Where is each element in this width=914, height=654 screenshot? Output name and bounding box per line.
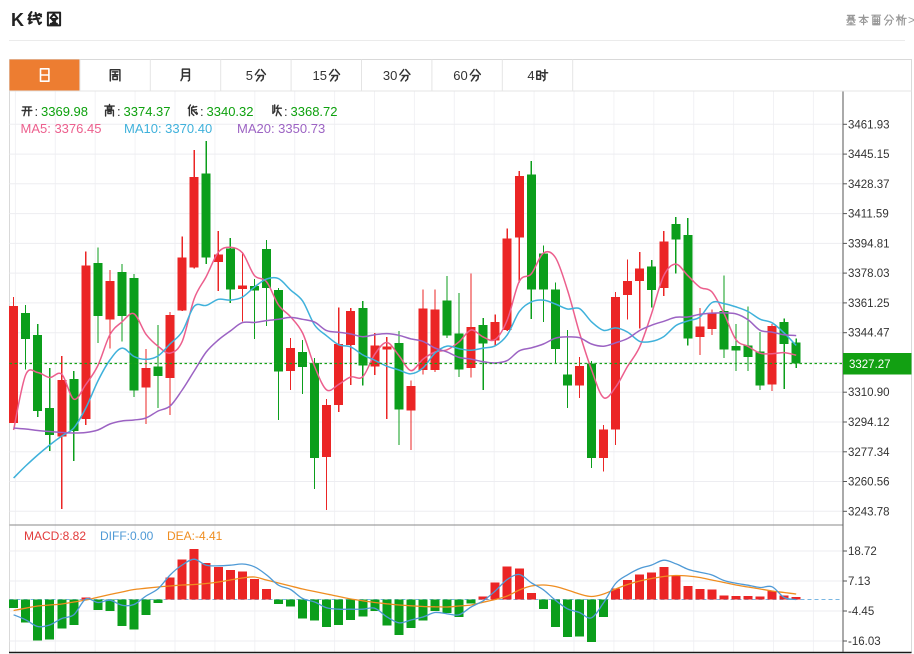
svg-text:3368.72: 3368.72: [291, 104, 338, 119]
svg-text:DEA:-4.41: DEA:-4.41: [167, 529, 223, 543]
svg-text:18.72: 18.72: [848, 546, 877, 558]
svg-text:15: 15: [313, 68, 327, 83]
svg-text:3374.37: 3374.37: [124, 104, 171, 119]
svg-text::: :: [284, 104, 288, 119]
svg-text:K: K: [11, 10, 24, 30]
svg-text:3277.34: 3277.34: [848, 447, 890, 459]
svg-text:3310.90: 3310.90: [848, 387, 890, 399]
svg-text:3243.78: 3243.78: [848, 506, 890, 518]
svg-text:3428.37: 3428.37: [848, 179, 890, 191]
svg-text::: :: [200, 104, 204, 119]
svg-text:MA10: 3370.40: MA10: 3370.40: [124, 121, 212, 136]
svg-text::: :: [35, 104, 39, 119]
svg-text:MA5: 3376.45: MA5: 3376.45: [21, 121, 102, 136]
svg-text:3294.12: 3294.12: [848, 417, 890, 429]
svg-text:5: 5: [246, 68, 253, 83]
svg-text:3369.98: 3369.98: [41, 104, 88, 119]
svg-text:3260.56: 3260.56: [848, 477, 890, 489]
svg-text:3461.93: 3461.93: [848, 119, 890, 131]
svg-text:3445.15: 3445.15: [848, 149, 890, 161]
svg-text:3344.47: 3344.47: [848, 328, 890, 340]
svg-text:4: 4: [527, 68, 534, 83]
svg-text:30: 30: [383, 68, 397, 83]
svg-text::: :: [117, 104, 121, 119]
svg-text:60: 60: [453, 68, 467, 83]
svg-text:-4.45: -4.45: [848, 606, 874, 618]
svg-text:MACD:8.82: MACD:8.82: [24, 529, 86, 543]
svg-text:3394.81: 3394.81: [848, 238, 890, 250]
svg-text:>: >: [908, 13, 914, 27]
svg-text:MA20: 3350.73: MA20: 3350.73: [237, 121, 325, 136]
svg-text:3327.27: 3327.27: [849, 359, 891, 371]
svg-text:7.13: 7.13: [848, 576, 870, 588]
svg-text:3361.25: 3361.25: [848, 298, 890, 310]
svg-text:3378.03: 3378.03: [848, 268, 890, 280]
svg-text:3340.32: 3340.32: [207, 104, 254, 119]
svg-text:DIFF:0.00: DIFF:0.00: [100, 529, 154, 543]
svg-text:-16.03: -16.03: [848, 636, 881, 648]
svg-text:3411.59: 3411.59: [848, 209, 889, 221]
